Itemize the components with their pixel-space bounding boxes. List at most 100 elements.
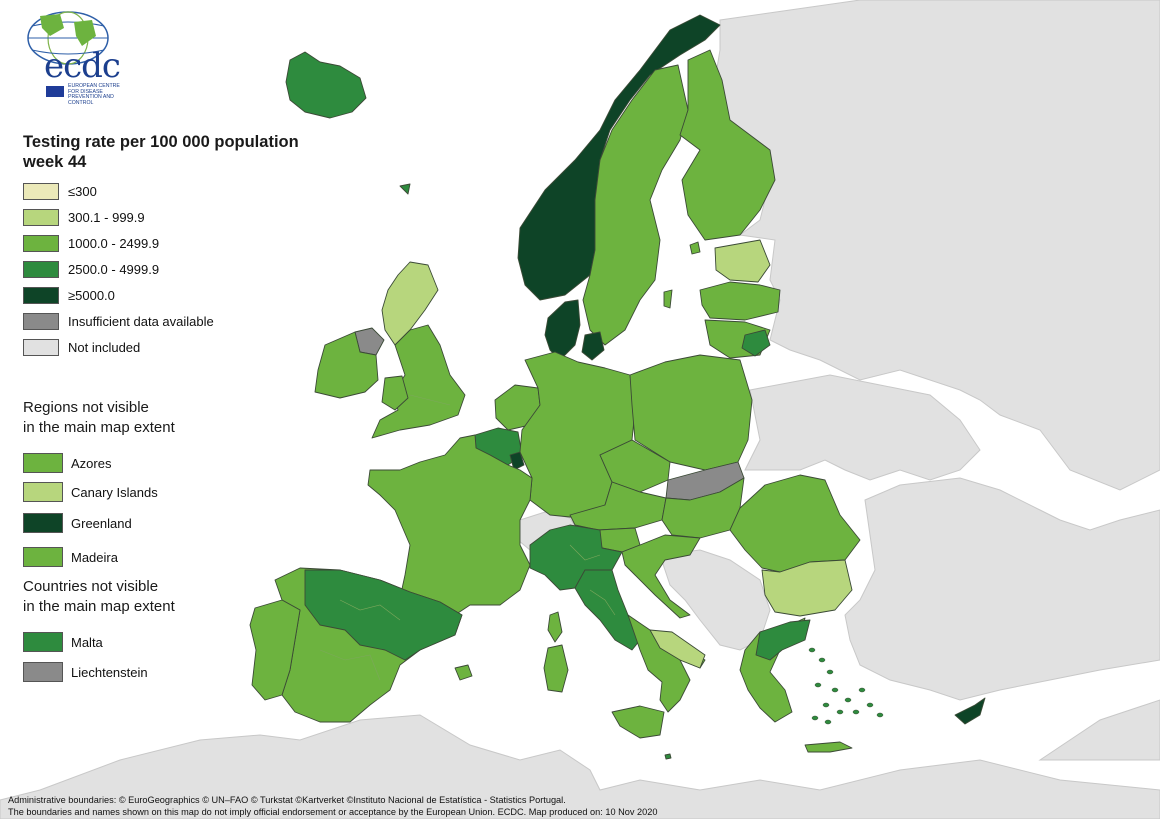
legend-label: 2500.0 - 4999.9	[68, 261, 160, 277]
island	[814, 682, 822, 688]
legend-title: Testing rate per 100 000 population week…	[23, 132, 299, 172]
country-shapes	[249, 14, 986, 760]
country-ireland	[314, 331, 379, 399]
island	[808, 647, 816, 653]
island	[822, 702, 830, 708]
footer-line-2: The boundaries and names shown on this m…	[8, 807, 658, 817]
region-swatch	[23, 513, 63, 533]
island	[836, 709, 844, 715]
country-sardinia	[543, 644, 569, 693]
region-boundaries	[319, 394, 616, 681]
country-norway	[517, 14, 721, 301]
legend-item: Insufficient data available	[23, 312, 214, 330]
country-malta	[664, 753, 672, 760]
logo-text: ecdc	[44, 46, 121, 86]
region-swatch	[23, 453, 63, 473]
countries-heading: Countries not visible in the main map ex…	[23, 577, 175, 617]
region-label: Madeira	[71, 549, 118, 565]
country-bulgaria	[761, 559, 853, 617]
country-cyprus	[954, 697, 986, 725]
island	[818, 657, 826, 663]
country-france	[367, 434, 533, 616]
denmark-islands	[581, 331, 605, 361]
legend-swatch	[23, 234, 59, 252]
legend-item: ≥5000.0	[23, 286, 115, 304]
island	[844, 697, 852, 703]
legend-label: Not included	[68, 339, 141, 355]
island	[831, 687, 839, 693]
balearic-islands	[454, 664, 473, 681]
country-sweden	[582, 64, 689, 346]
country-poland	[629, 354, 753, 471]
country-crete	[804, 741, 853, 753]
eu-flag-icon	[46, 86, 64, 97]
region-label: Canary Islands	[71, 484, 158, 500]
country-item: Liechtenstein	[23, 662, 148, 682]
legend-item: 300.1 - 999.9	[23, 208, 145, 226]
region-item: Madeira	[23, 547, 118, 567]
country-luxembourg	[509, 451, 525, 471]
country-estonia	[714, 239, 771, 283]
country-label: Malta	[71, 634, 103, 650]
spain-north-regions	[304, 569, 463, 661]
lithuania-region	[741, 329, 771, 357]
legend-swatch	[23, 260, 59, 278]
region-item: Canary Islands	[23, 482, 158, 502]
country-croatia	[621, 534, 701, 619]
regions-heading-line-1: Regions not visible	[23, 399, 149, 416]
footer-line-1: Administrative boundaries: © EuroGeograp…	[8, 795, 566, 805]
country-finland	[679, 49, 776, 241]
faroe	[399, 183, 411, 195]
legend-item: ≤300	[23, 182, 97, 200]
legend-item: Not included	[23, 338, 140, 356]
gotland	[663, 289, 673, 309]
legend-swatch	[23, 208, 59, 226]
island	[811, 715, 819, 721]
country-latvia	[699, 281, 781, 321]
countries-heading-line-1: Countries not visible	[23, 578, 159, 595]
island	[866, 702, 874, 708]
title-line-2: week 44	[23, 153, 87, 171]
legend-swatch	[23, 312, 59, 330]
region-item: Greenland	[23, 513, 132, 533]
country-sicily	[611, 705, 665, 739]
country-wales	[381, 375, 409, 411]
country-iceland	[285, 51, 367, 119]
legend-label: ≥5000.0	[68, 287, 115, 303]
italy-puglia	[649, 629, 706, 669]
legend-label: 300.1 - 999.9	[68, 209, 145, 225]
country-swatch	[23, 662, 63, 682]
island	[852, 709, 860, 715]
legend-swatch	[23, 338, 59, 356]
country-swatch	[23, 632, 63, 652]
country-item: Malta	[23, 632, 103, 652]
country-label: Liechtenstein	[71, 664, 148, 680]
logo-subtitle: EUROPEAN CENTRE FOR DISEASE PREVENTION A…	[68, 83, 120, 106]
region-label: Azores	[71, 455, 112, 471]
globe-icon	[27, 11, 109, 65]
ecdc-logo	[20, 6, 140, 106]
legend-item: 1000.0 - 2499.9	[23, 234, 159, 252]
region-swatch	[23, 482, 63, 502]
country-denmark	[544, 299, 581, 361]
legend-item: 2500.0 - 4999.9	[23, 260, 159, 278]
legend-swatch	[23, 286, 59, 304]
legend-swatch	[23, 182, 59, 200]
country-scotland	[381, 261, 439, 346]
title-line-1: Testing rate per 100 000 population	[23, 133, 299, 151]
countries-heading-line-2: in the main map extent	[23, 598, 175, 615]
legend-label: ≤300	[68, 183, 97, 199]
legend-label: 1000.0 - 2499.9	[68, 235, 160, 251]
regions-heading-line-2: in the main map extent	[23, 419, 175, 436]
island	[858, 687, 866, 693]
region-swatch	[23, 547, 63, 567]
island	[824, 719, 832, 725]
island	[826, 669, 834, 675]
greece-north	[755, 619, 811, 661]
country-portugal	[249, 599, 301, 701]
region-label: Greenland	[71, 515, 132, 531]
country-corsica	[547, 611, 563, 643]
legend-label: Insufficient data available	[68, 313, 214, 329]
